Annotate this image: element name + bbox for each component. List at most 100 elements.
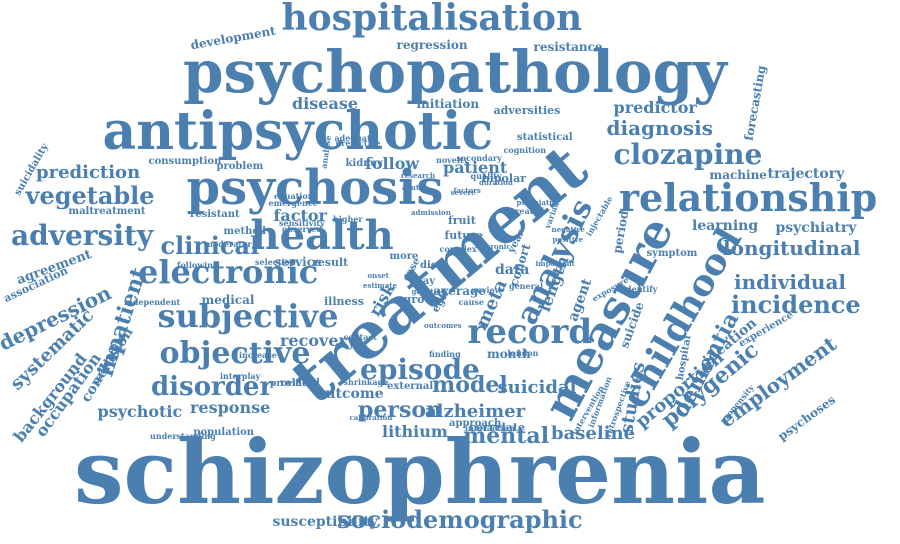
word: group [403, 292, 441, 306]
word: episode [360, 353, 480, 386]
word: machine [709, 168, 767, 182]
word: disorder [151, 372, 274, 402]
word: novelty [436, 155, 469, 165]
word: adversity [11, 219, 154, 252]
word: shrinkage [343, 377, 389, 387]
word: result [312, 255, 349, 269]
word: response [190, 398, 271, 417]
word: symptom [646, 248, 698, 259]
word: illness [324, 294, 364, 308]
word: treated [511, 206, 545, 216]
word: medical [201, 293, 255, 307]
word: factor [273, 206, 327, 225]
word: kidney [345, 158, 383, 169]
word: consumption [148, 156, 222, 167]
word: onset [367, 270, 389, 280]
word: resistance [533, 40, 603, 54]
word: psychotic [97, 402, 183, 421]
word: outcomes [424, 320, 462, 330]
word: important [535, 258, 575, 268]
word: objective [159, 336, 311, 371]
word: external [387, 381, 434, 392]
word: research [401, 170, 436, 180]
word: initiation [416, 97, 480, 111]
word: admission [411, 207, 451, 217]
word: patient [443, 158, 508, 177]
word: adversities [493, 103, 561, 117]
word: sociodemographic [337, 505, 583, 534]
word: person [358, 397, 443, 423]
word: stay [412, 276, 436, 287]
word: cognition [503, 145, 547, 155]
word: general [509, 281, 544, 291]
word: selection [255, 257, 296, 267]
word: incidence [731, 290, 861, 319]
word: method [223, 226, 267, 237]
word: factors [453, 185, 481, 195]
word: genetic [411, 286, 441, 296]
word: problem [216, 161, 264, 172]
word: finding [429, 349, 461, 359]
word: electronic [138, 253, 319, 291]
word: independent [124, 297, 181, 307]
word: average [433, 284, 487, 298]
word: higher [333, 214, 363, 224]
word: contact [343, 332, 377, 342]
word: psychoses [774, 392, 838, 444]
word: moderator [204, 239, 252, 249]
word: interaction [465, 423, 515, 433]
word: calibration [349, 412, 393, 422]
word: service [274, 255, 322, 269]
word: mental [463, 423, 550, 449]
word: clozapine [613, 138, 763, 171]
word: complex [439, 244, 477, 254]
word: interplay [220, 371, 261, 381]
word: maltreatment [68, 206, 146, 217]
word: predictor [613, 98, 697, 117]
word: quality [470, 171, 502, 181]
word: understanding [150, 431, 216, 441]
word: secondary [456, 153, 502, 163]
word: duration [479, 177, 513, 187]
word: hospitalisation [281, 0, 583, 39]
word: longitudinal [723, 236, 861, 260]
word: antipsychotic [102, 101, 494, 162]
word: fruit [448, 213, 476, 227]
word: predictive [335, 138, 381, 148]
word: follow [365, 154, 420, 173]
word: model [432, 372, 508, 398]
word: positive [552, 234, 584, 244]
word: diagnosis [606, 116, 714, 140]
word: alzheimer [425, 401, 526, 422]
word: subjective [157, 297, 339, 335]
word: outcome [316, 386, 384, 402]
word: correlate [469, 420, 526, 434]
word: emergence [268, 198, 318, 208]
word: chronic [481, 241, 511, 251]
word: clinical [160, 231, 260, 260]
word: individual [734, 270, 847, 294]
word: susceptibility [272, 514, 378, 530]
word: more [389, 251, 419, 262]
word: regression [396, 38, 468, 52]
word: baseline [551, 423, 636, 444]
word: increase [239, 350, 277, 360]
word: related [280, 378, 320, 389]
word: lithium [382, 422, 448, 441]
word: psychiatric [516, 197, 560, 207]
word: psychiatry [775, 220, 857, 236]
word: identify [623, 284, 658, 294]
word: prediction [36, 162, 141, 183]
word: relationship [619, 175, 878, 220]
word: forecasting [741, 64, 769, 142]
word: estimate [363, 280, 397, 290]
word: adequate [334, 133, 376, 143]
word: observed [282, 224, 323, 234]
word: following [177, 260, 219, 270]
word: future [444, 228, 484, 242]
word: disease [292, 94, 359, 113]
word: london [507, 348, 539, 358]
word: sensitivity [279, 218, 325, 228]
word: bipolar [482, 171, 526, 185]
